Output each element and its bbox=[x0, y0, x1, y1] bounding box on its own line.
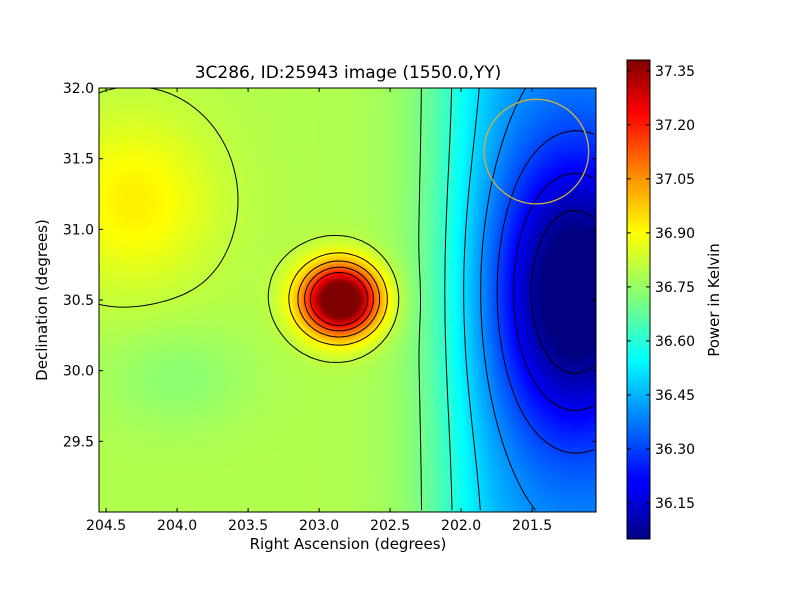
contour-line bbox=[480, 88, 536, 511]
x-tick-label: 203.0 bbox=[299, 518, 339, 534]
contour-line bbox=[530, 210, 595, 374]
y-tick-label: 29.5 bbox=[63, 434, 94, 450]
y-axis-ticks: 29.5 30.0 30.5 31.0 31.5 32.0 bbox=[63, 81, 596, 450]
colorbar-tick-label: 36.75 bbox=[655, 280, 695, 296]
contour-line bbox=[444, 88, 453, 511]
contour-line bbox=[513, 172, 595, 411]
y-tick-label: 32.0 bbox=[63, 81, 94, 97]
x-axis-label: Right Ascension (degrees) bbox=[250, 535, 447, 553]
colorbar-tick-label: 37.35 bbox=[655, 64, 695, 80]
contour-line bbox=[304, 266, 374, 332]
colorbar-tick-label: 36.15 bbox=[655, 496, 695, 512]
heatmap-image bbox=[99, 88, 596, 512]
colorbar-tick-label: 37.05 bbox=[655, 172, 695, 188]
contour-line bbox=[463, 88, 481, 511]
y-tick-label: 30.5 bbox=[63, 293, 94, 309]
contour-line bbox=[418, 88, 422, 510]
colorbar-tick-label: 37.20 bbox=[655, 118, 695, 134]
x-tick-label: 204.5 bbox=[86, 518, 126, 534]
contour-line bbox=[309, 272, 369, 326]
y-axis-label: Declination (degrees) bbox=[33, 219, 51, 381]
beam-circle bbox=[483, 98, 590, 205]
x-tick-label: 202.0 bbox=[441, 518, 481, 534]
y-tick-label: 30.0 bbox=[63, 364, 94, 380]
contour-line bbox=[496, 130, 595, 454]
colorbar-ticks: 36.15 36.30 36.45 36.60 36.75 36.90 37.05 37.20… bbox=[627, 64, 695, 512]
contour-line bbox=[288, 252, 388, 346]
y-tick-label: 31.0 bbox=[63, 222, 94, 238]
x-axis-ticks: 204.5 204.0 203.5 203.0 202.5 202.0 201.5 bbox=[86, 88, 552, 534]
contour-line bbox=[99, 88, 400, 363]
colorbar-tick-label: 36.90 bbox=[655, 226, 695, 242]
y-tick-label: 31.5 bbox=[63, 152, 94, 168]
x-tick-label: 203.5 bbox=[228, 518, 268, 534]
contour-lines bbox=[99, 88, 595, 511]
chart-title: 3C286, ID:25943 image (1550.0,YY) bbox=[195, 63, 502, 83]
contour-line bbox=[297, 260, 381, 338]
colorbar-tick-label: 36.45 bbox=[655, 388, 695, 404]
colorbar bbox=[626, 59, 651, 540]
x-tick-label: 201.5 bbox=[512, 518, 552, 534]
x-tick-label: 202.5 bbox=[370, 518, 410, 534]
colorbar-tick-label: 36.60 bbox=[655, 334, 695, 350]
colorbar-tick-label: 36.30 bbox=[655, 442, 695, 458]
x-tick-label: 204.0 bbox=[157, 518, 197, 534]
colorbar-label: Power in Kelvin bbox=[705, 243, 723, 357]
